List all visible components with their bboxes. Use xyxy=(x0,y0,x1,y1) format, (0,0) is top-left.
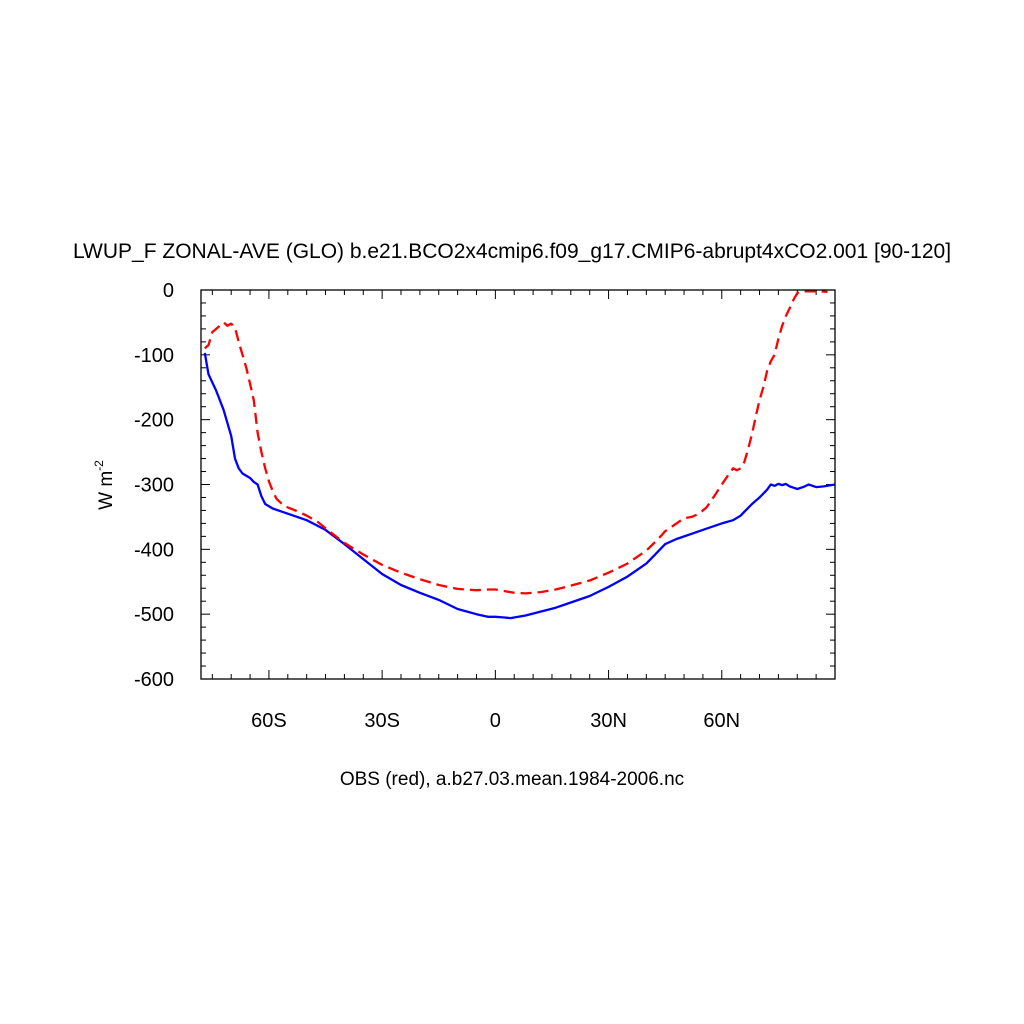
obs-series-line xyxy=(204,290,828,595)
x-axis-label: OBS (red), a.b27.03.mean.1984-2006.nc xyxy=(340,769,684,790)
y-tick-label: 0 xyxy=(163,280,174,302)
y-axis-label: W m-2 xyxy=(92,460,117,510)
x-tick-label: 0 xyxy=(490,710,501,732)
y-tick-label: -200 xyxy=(134,410,174,432)
y-axis-label-superscript: -2 xyxy=(92,460,106,471)
y-tick-labels: 0 -100 -200 -300 -400 -500 -600 xyxy=(134,280,174,691)
y-axis-label-main: W m xyxy=(96,471,117,510)
x-tick-label: 30S xyxy=(364,710,400,732)
minor-ticks xyxy=(201,290,836,679)
major-ticks xyxy=(201,289,835,680)
x-tick-label: 60S xyxy=(251,710,287,732)
y-tick-label: -400 xyxy=(134,539,174,561)
series-layer xyxy=(203,290,836,620)
y-tick-label: -100 xyxy=(134,345,174,367)
x-tick-label: 30N xyxy=(590,710,627,732)
svg-text:W m-2: W m-2 xyxy=(92,460,117,510)
y-tick-label: -300 xyxy=(134,475,174,497)
plot-frame xyxy=(200,289,836,680)
x-tick-label: 60N xyxy=(703,710,740,732)
x-tick-labels: 60S 30S 0 30N 60N xyxy=(251,710,740,732)
y-tick-label: -600 xyxy=(134,669,174,691)
y-tick-label: -500 xyxy=(134,604,174,626)
model-series-line xyxy=(203,352,836,620)
chart-title: LWUP_F ZONAL-AVE (GLO) b.e21.BCO2x4cmip6… xyxy=(73,240,951,263)
